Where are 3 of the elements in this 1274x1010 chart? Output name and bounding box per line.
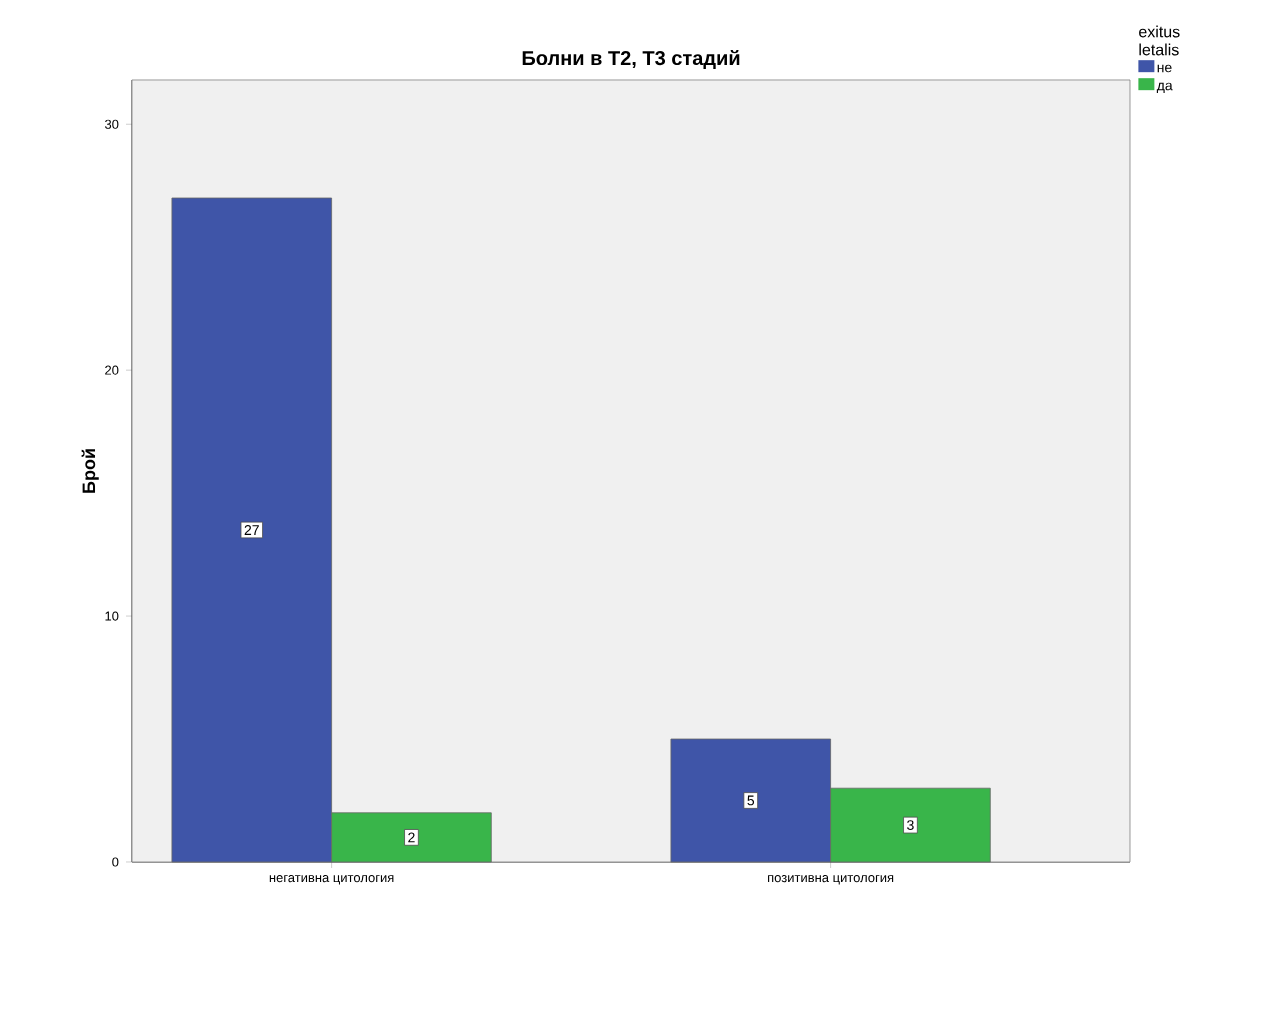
y-axis-title: Брой [81, 449, 99, 493]
legend-title: exitus letalis [1139, 25, 1180, 56]
chart-title: Болни в Т2, Т3 стадий [522, 50, 740, 69]
